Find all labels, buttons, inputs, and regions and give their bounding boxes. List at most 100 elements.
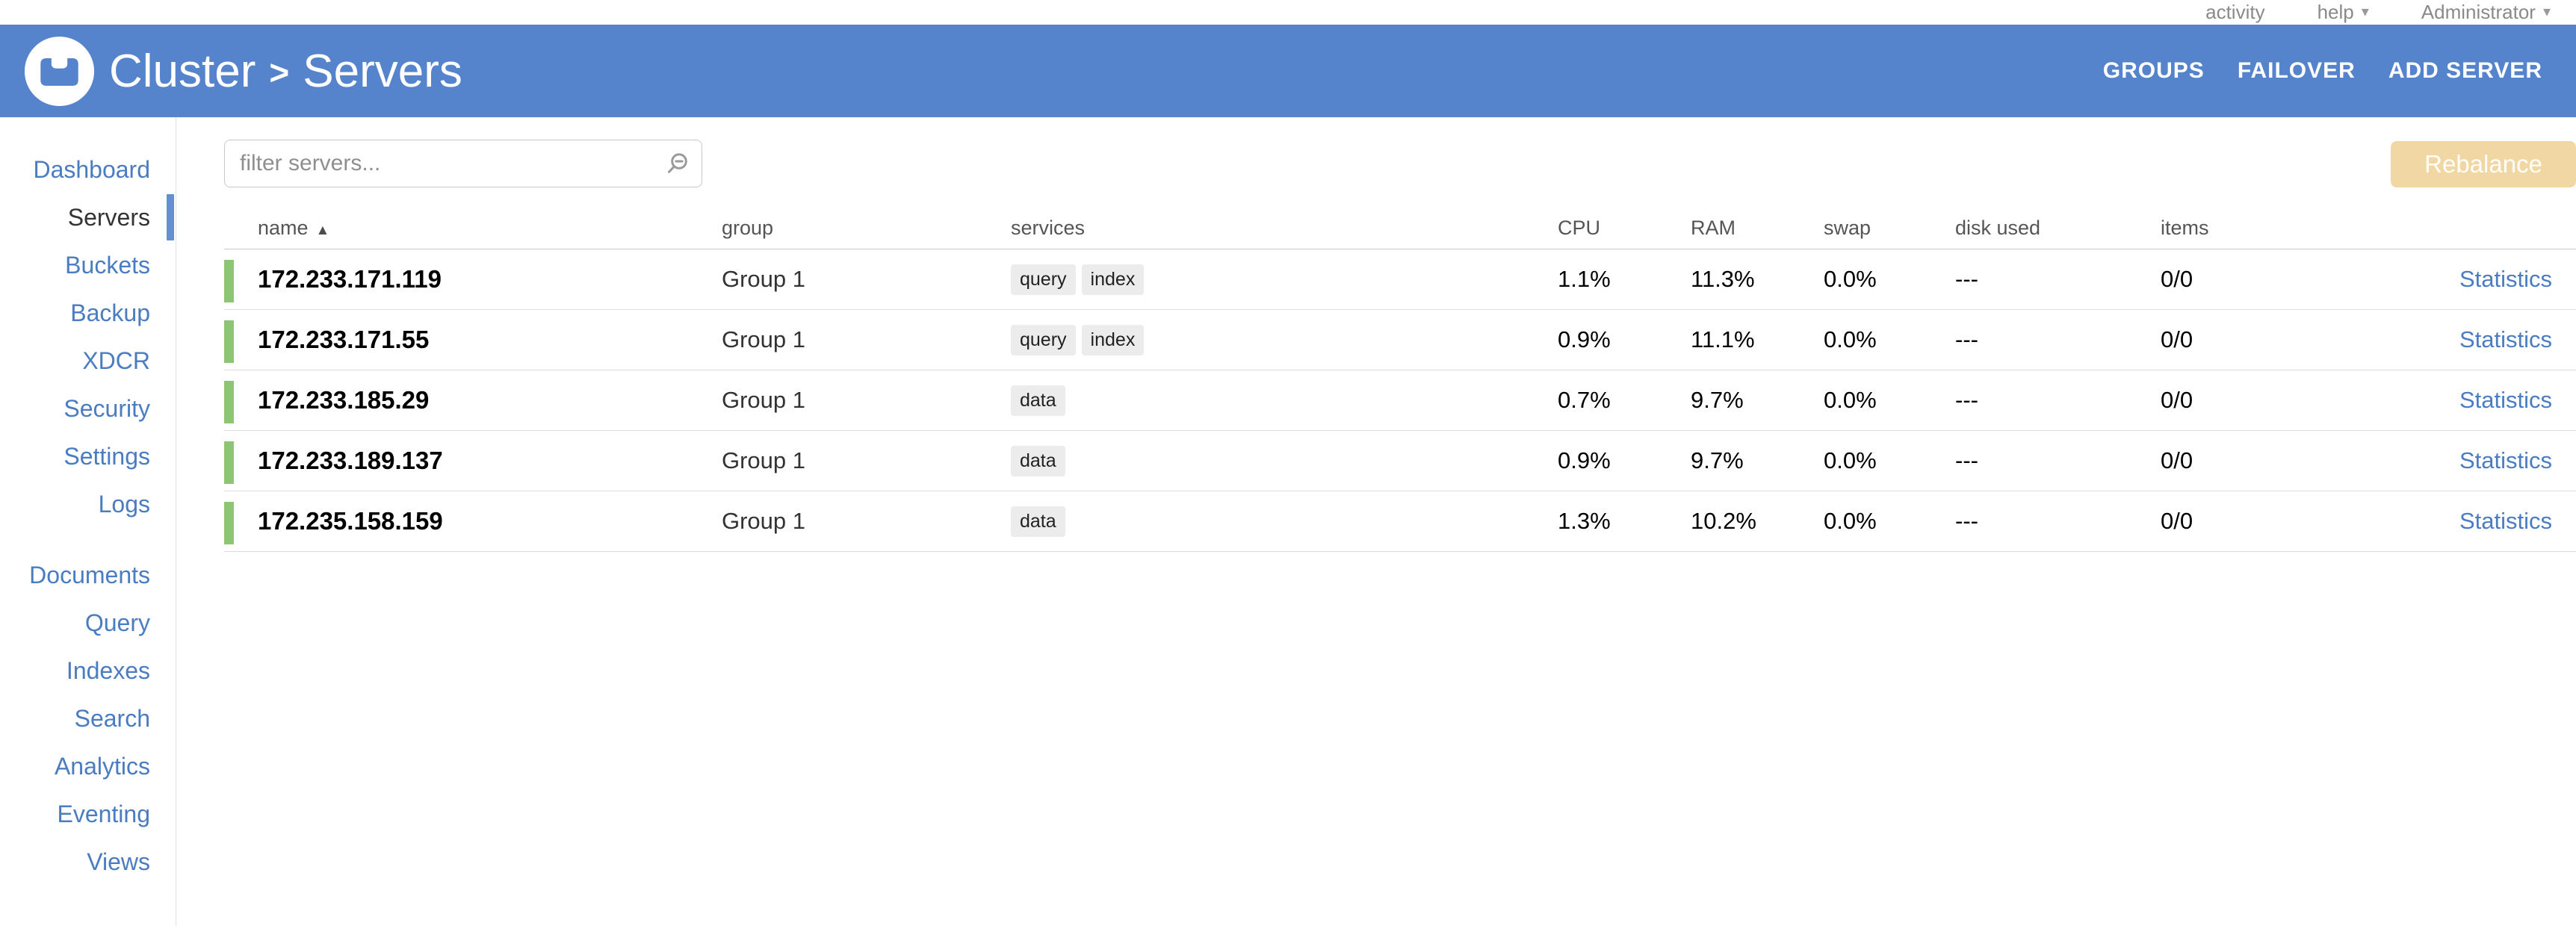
filter-servers-input[interactable] — [224, 140, 702, 187]
statistics-link[interactable]: Statistics — [2459, 266, 2576, 293]
server-name: 172.233.171.119 — [258, 265, 722, 293]
header-actions: GROUPS FAILOVER ADD SERVER — [2103, 58, 2576, 84]
sidebar-item-label: Query — [85, 609, 150, 636]
statistics-link[interactable]: Statistics — [2459, 508, 2576, 535]
server-swap: 0.0% — [1824, 266, 1955, 293]
servers-toolbar: Rebalance — [224, 140, 2576, 187]
services-cell: data — [1011, 506, 1558, 537]
sidebar-nav: Dashboard Servers Buckets Backup XDCR Securit… — [0, 117, 176, 926]
utility-bar: activity help▾ Administrator▾ — [0, 0, 2576, 25]
server-row[interactable]: 172.235.158.159 Group 1 data 1.3% 10.2% … — [224, 491, 2576, 552]
server-ram: 11.1% — [1691, 326, 1824, 353]
sidebar-item-label: Settings — [64, 443, 150, 470]
server-row[interactable]: 172.233.185.29 Group 1 data 0.7% 9.7% 0.… — [224, 370, 2576, 431]
sidebar-item-backup[interactable]: Backup — [0, 289, 176, 337]
utility-link-help[interactable]: help▾ — [2318, 0, 2369, 25]
sidebar-item-views[interactable]: Views — [0, 838, 176, 886]
server-items: 0/0 — [2161, 326, 2459, 353]
sidebar-item-label: Views — [87, 848, 150, 875]
column-header-items[interactable]: items — [2161, 217, 2459, 240]
sidebar-item-logs[interactable]: Logs — [0, 480, 176, 528]
column-header-swap[interactable]: swap — [1824, 217, 1955, 240]
rebalance-button[interactable]: Rebalance — [2391, 141, 2576, 187]
server-swap: 0.0% — [1824, 387, 1955, 414]
server-items: 0/0 — [2161, 266, 2459, 293]
sidebar-item-eventing[interactable]: Eventing — [0, 790, 176, 838]
sidebar-item-label: Indexes — [66, 657, 150, 684]
search-icon — [663, 150, 690, 177]
header-action-add-server[interactable]: ADD SERVER — [2388, 58, 2542, 84]
sidebar-item-label: Buckets — [65, 252, 150, 279]
utility-link-administrator[interactable]: Administrator▾ — [2421, 0, 2551, 25]
server-group: Group 1 — [722, 387, 1011, 414]
server-row[interactable]: 172.233.171.119 Group 1 queryindex 1.1% … — [224, 249, 2576, 310]
services-cell: data — [1011, 446, 1558, 476]
server-disk-used: --- — [1955, 266, 2161, 293]
active-item-indicator — [167, 194, 174, 240]
sidebar-item-label: Security — [64, 395, 150, 422]
server-cpu: 0.9% — [1558, 447, 1691, 474]
sidebar-item-search[interactable]: Search — [0, 694, 176, 742]
column-header-cpu[interactable]: CPU — [1558, 217, 1691, 240]
utility-link-label: Administrator — [2421, 0, 2536, 25]
servers-table-header: name▲ group services CPU RAM swap disk u… — [224, 208, 2576, 249]
sidebar-item-dashboard[interactable]: Dashboard — [0, 146, 176, 193]
app-header: Cluster > Servers GROUPS FAILOVER ADD SERV… — [0, 25, 2576, 117]
service-badge-query: query — [1011, 325, 1076, 355]
servers-table-body: 172.233.171.119 Group 1 queryindex 1.1% … — [224, 249, 2576, 552]
sidebar-item-documents[interactable]: Documents — [0, 551, 176, 599]
utility-link-label: help — [2318, 0, 2354, 25]
sidebar-item-label: Analytics — [55, 753, 150, 780]
sidebar-item-label: Search — [75, 705, 150, 732]
sidebar-top-group: Dashboard Servers Buckets Backup XDCR Securit… — [0, 146, 176, 528]
server-health-indicator — [224, 320, 234, 363]
column-header-name[interactable]: name▲ — [258, 217, 722, 240]
header-action-groups[interactable]: GROUPS — [2103, 58, 2205, 84]
utility-link-label: activity — [2205, 0, 2264, 25]
sidebar-item-label: Backup — [70, 299, 150, 326]
sidebar-item-indexes[interactable]: Indexes — [0, 647, 176, 694]
sidebar-item-settings[interactable]: Settings — [0, 432, 176, 480]
server-health-indicator — [224, 441, 234, 484]
server-name: 172.233.185.29 — [258, 386, 722, 414]
server-name: 172.233.189.137 — [258, 447, 722, 475]
sidebar-bottom-group: Documents Query Indexes Search Analytics Even… — [0, 551, 176, 886]
column-header-disk-used[interactable]: disk used — [1955, 217, 2161, 240]
service-badge-index: index — [1082, 264, 1145, 295]
statistics-link[interactable]: Statistics — [2459, 326, 2576, 353]
sidebar-item-buckets[interactable]: Buckets — [0, 241, 176, 289]
server-items: 0/0 — [2161, 508, 2459, 535]
header-action-failover[interactable]: FAILOVER — [2238, 58, 2356, 84]
content-area: Dashboard Servers Buckets Backup XDCR Securit… — [0, 117, 2576, 926]
server-group: Group 1 — [722, 447, 1011, 474]
service-badge-index: index — [1082, 325, 1145, 355]
server-group: Group 1 — [722, 326, 1011, 353]
breadcrumb: Cluster > Servers — [109, 45, 462, 98]
server-items: 0/0 — [2161, 387, 2459, 414]
column-header-services[interactable]: services — [1011, 217, 1558, 240]
server-ram: 9.7% — [1691, 447, 1824, 474]
service-badge-query: query — [1011, 264, 1076, 295]
sidebar-item-query[interactable]: Query — [0, 599, 176, 647]
statistics-link[interactable]: Statistics — [2459, 387, 2576, 414]
breadcrumb-cluster: Cluster — [109, 45, 256, 98]
service-badge-data: data — [1011, 385, 1065, 416]
column-header-group[interactable]: group — [722, 217, 1011, 240]
sidebar-item-security[interactable]: Security — [0, 385, 176, 432]
services-cell: queryindex — [1011, 264, 1558, 295]
utility-link-activity[interactable]: activity — [2205, 0, 2264, 25]
sidebar-item-xdcr[interactable]: XDCR — [0, 337, 176, 385]
server-row[interactable]: 172.233.171.55 Group 1 queryindex 0.9% 1… — [224, 310, 2576, 370]
server-group: Group 1 — [722, 508, 1011, 535]
column-header-ram[interactable]: RAM — [1691, 217, 1824, 240]
sidebar-item-label: Dashboard — [33, 156, 150, 183]
server-swap: 0.0% — [1824, 508, 1955, 535]
statistics-link[interactable]: Statistics — [2459, 447, 2576, 474]
sidebar-item-servers[interactable]: Servers — [0, 193, 176, 241]
server-cpu: 1.1% — [1558, 266, 1691, 293]
server-name: 172.235.158.159 — [258, 507, 722, 535]
server-cpu: 1.3% — [1558, 508, 1691, 535]
server-health-indicator — [224, 381, 234, 423]
sidebar-item-analytics[interactable]: Analytics — [0, 742, 176, 790]
server-row[interactable]: 172.233.189.137 Group 1 data 0.9% 9.7% 0… — [224, 431, 2576, 491]
